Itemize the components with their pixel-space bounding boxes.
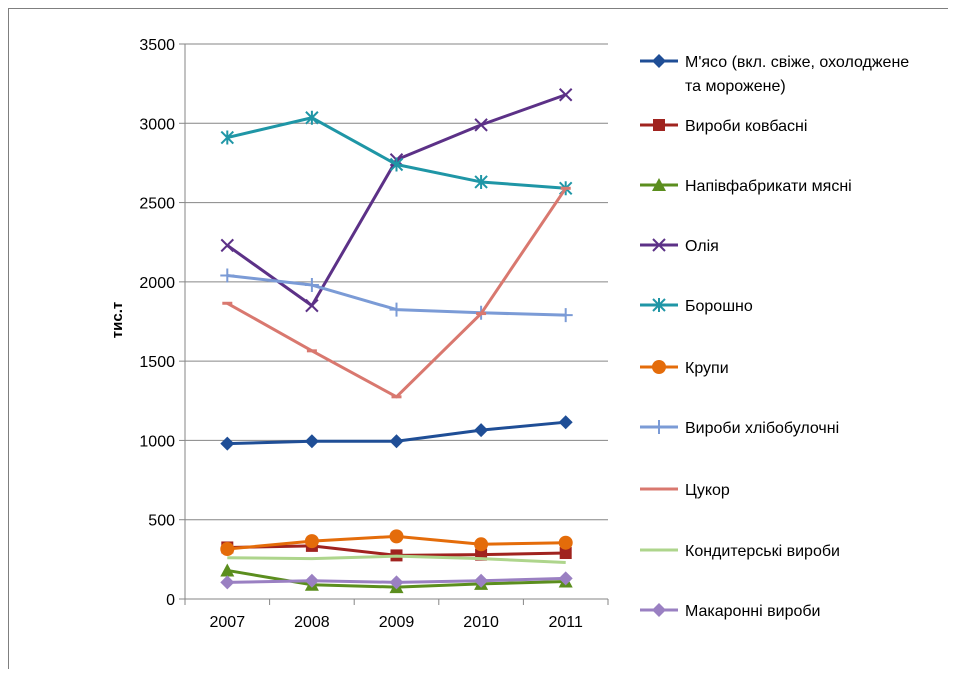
data-point: [558, 308, 573, 323]
data-point: [220, 542, 235, 557]
data-point: [304, 534, 319, 549]
data-point: [220, 268, 235, 283]
gridlines: [185, 43, 608, 521]
legend-swatch-marker: [653, 119, 665, 131]
series-10: [220, 571, 573, 590]
y-axis-ticks: 0 500 1000 1500 2000 2500 3000 3500: [139, 37, 175, 609]
data-point: [558, 88, 573, 102]
x-tick-label: 2007: [210, 614, 246, 631]
data-point: [220, 563, 235, 577]
data-point: [304, 434, 319, 449]
data-point: [304, 278, 319, 293]
data-point: [389, 302, 404, 317]
x-tick-label: 2011: [548, 614, 583, 631]
data-point: [474, 423, 489, 438]
data-point: [474, 537, 489, 552]
data-point: [305, 298, 319, 313]
chart-frame: [8, 8, 948, 669]
data-point: [474, 118, 488, 132]
y-tick-label: 2000: [139, 275, 175, 292]
y-tick-label: 2500: [139, 196, 175, 213]
series-1: [220, 415, 573, 451]
axes: [179, 43, 609, 605]
y-tick-label: 0: [166, 592, 175, 609]
legend-swatch-marker: [652, 298, 666, 312]
legend-label: Олія: [685, 238, 719, 255]
series-4: [220, 88, 573, 313]
data-point: [220, 436, 235, 451]
legend-item: Кондитерські вироби: [640, 543, 840, 560]
data-point: [474, 573, 489, 588]
legend-swatch-marker: [652, 420, 666, 434]
legend-item: Цукор: [640, 482, 730, 499]
y-axis-label: тис.т: [109, 302, 126, 338]
x-tick-label: 2010: [463, 614, 499, 631]
legend: М'ясо (вкл. свіже, охолоджене та морожене…: [640, 54, 909, 620]
legend-label: Макаронні вироби: [685, 603, 820, 620]
legend-item: Напівфабрикати мясні: [640, 178, 852, 195]
legend-swatch-marker: [652, 54, 666, 68]
data-point: [559, 547, 572, 560]
legend-item: Олія: [640, 238, 719, 255]
legend-label: М'ясо (вкл. свіже, охолоджене: [685, 54, 909, 71]
data-point: [304, 573, 319, 588]
legend-swatch-marker: [652, 360, 666, 374]
legend-label: Цукор: [685, 482, 730, 499]
data-point: [558, 535, 573, 550]
y-tick-label: 3500: [139, 37, 175, 54]
series-line: [226, 116, 566, 190]
y-tick-label: 500: [148, 513, 175, 530]
y-tick-label: 1000: [139, 433, 175, 450]
legend-label: Вироби хлібобулочні: [685, 420, 839, 437]
series-6: [220, 529, 573, 557]
data-point: [220, 130, 235, 145]
y-tick-label: 1500: [139, 354, 175, 371]
legend-swatch-marker: [652, 238, 666, 252]
data-point: [389, 157, 404, 172]
data-point: [558, 415, 573, 430]
legend-label: Напівфабрикати мясні: [685, 178, 852, 195]
legend-swatch-marker: [652, 603, 666, 617]
legend-label: Борошно: [685, 298, 753, 315]
legend-item: Макаронні вироби: [640, 603, 820, 620]
data-point: [474, 174, 488, 189]
legend-label: та морожене): [685, 78, 786, 95]
y-tick-label: 3000: [139, 116, 175, 133]
data-point: [389, 529, 404, 544]
legend-item: Крупи: [640, 360, 729, 377]
series-line: [227, 554, 566, 565]
data-point: [305, 110, 319, 125]
series-9: [227, 554, 566, 565]
x-tick-label: 2009: [379, 614, 415, 631]
series-group: [220, 88, 573, 594]
legend-label: Крупи: [685, 360, 729, 377]
legend-label: Вироби ковбасні: [685, 118, 807, 135]
legend-item: Вироби ковбасні: [640, 118, 807, 135]
legend-item: М'ясо (вкл. свіже, охолоджене та морожене…: [640, 54, 909, 95]
data-point: [220, 238, 235, 253]
series-7: [220, 268, 573, 323]
data-point: [220, 575, 235, 590]
series-8: [222, 186, 571, 399]
legend-item: Вироби хлібобулочні: [640, 420, 839, 437]
series-line: [226, 187, 567, 399]
data-point: [389, 575, 404, 590]
legend-item: Борошно: [640, 298, 753, 315]
legend-label: Кондитерські вироби: [685, 543, 840, 560]
data-point: [558, 571, 573, 586]
x-axis-ticks: 2007 2008 2009 2010 2011: [210, 614, 584, 631]
x-tick-label: 2008: [294, 614, 330, 631]
legend-swatch-marker: [652, 178, 666, 191]
data-point: [389, 434, 404, 449]
